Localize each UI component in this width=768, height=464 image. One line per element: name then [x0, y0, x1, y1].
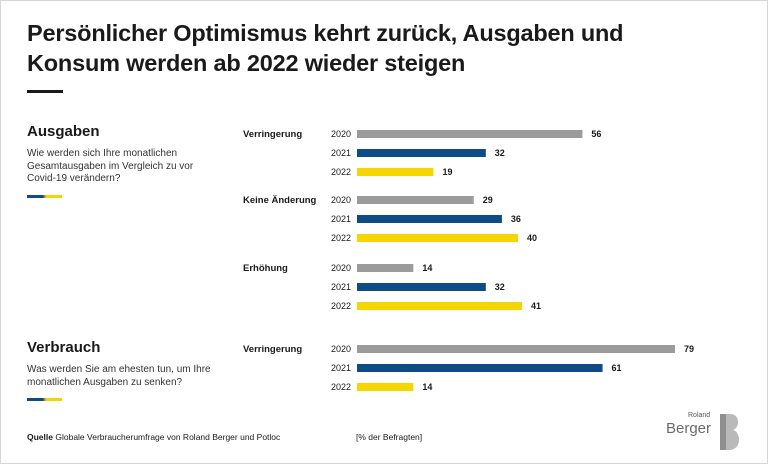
year-label: 2021	[331, 363, 351, 373]
year-label: 2020	[331, 344, 351, 354]
year-label: 2021	[331, 282, 351, 292]
value-label: 29	[483, 195, 493, 205]
section-accent-ausgaben	[27, 195, 62, 198]
group-label: Keine Änderung	[243, 195, 317, 206]
group-label: Verringerung	[243, 129, 302, 140]
value-label: 56	[591, 129, 601, 139]
year-label: 2022	[331, 233, 351, 243]
section-title-verbrauch: Verbrauch	[27, 339, 101, 356]
year-label: 2022	[331, 167, 351, 177]
bar	[357, 196, 474, 204]
group-label: Erhöhung	[243, 263, 288, 274]
value-label: 32	[495, 148, 505, 158]
value-label: 14	[422, 382, 432, 392]
year-label: 2021	[331, 148, 351, 158]
value-label: 79	[684, 344, 694, 354]
section-title-ausgaben: Ausgaben	[27, 123, 100, 140]
group-label: Verringerung	[243, 344, 302, 355]
year-label: 2020	[331, 195, 351, 205]
section-question-ausgaben: Wie werden sich Ihre monatlichen Gesamta…	[27, 148, 194, 184]
roland-berger-logo: Roland Berger	[666, 412, 746, 452]
year-label: 2022	[331, 382, 351, 392]
year-label: 2020	[331, 263, 351, 273]
bar	[357, 215, 502, 223]
year-label: 2020	[331, 129, 351, 139]
source-prefix: Quelle	[27, 432, 53, 442]
value-label: 14	[422, 263, 432, 273]
year-label: 2022	[331, 301, 351, 311]
logo-text-small: Roland	[688, 412, 711, 419]
bar	[357, 302, 523, 310]
section-accent-verbrauch	[27, 398, 62, 401]
unit-note: [% der Befragten]	[356, 432, 423, 442]
title-rule	[27, 90, 63, 93]
value-label: 32	[495, 282, 505, 292]
value-label: 41	[531, 301, 541, 311]
year-label: 2021	[331, 214, 351, 224]
logo-text-big: Berger	[666, 420, 712, 437]
value-label: 36	[511, 214, 521, 224]
bar	[357, 234, 519, 242]
source-text: Globale Verbraucherumfrage von Roland Be…	[55, 432, 281, 442]
value-label: 61	[612, 363, 622, 373]
bar	[357, 130, 583, 138]
logo-b-mark-icon	[720, 414, 739, 450]
section-question-verbrauch: Was werden Sie am ehesten tun, um Ihre m…	[27, 364, 211, 388]
bar	[357, 383, 414, 391]
bar	[357, 283, 486, 291]
value-label: 40	[527, 233, 537, 243]
source-note: Quelle Globale Verbraucherumfrage von Ro…	[27, 432, 280, 442]
bar	[357, 264, 414, 272]
bar	[357, 364, 603, 372]
bar	[357, 168, 434, 176]
page-title: Persönlicher Optimismus kehrt zurück, Au…	[27, 20, 624, 76]
bar	[357, 149, 486, 157]
value-label: 19	[442, 167, 452, 177]
bar	[357, 345, 675, 353]
